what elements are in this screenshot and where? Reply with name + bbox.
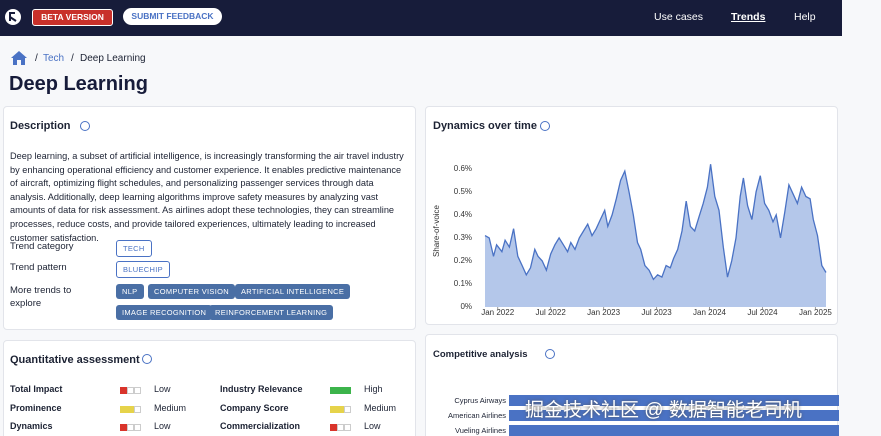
metric-rating: Medium: [364, 402, 397, 413]
x-tick-label: Jul 2022: [536, 308, 567, 317]
x-tick-label: Jan 2022: [481, 308, 514, 317]
watermark: 掘金技术社区 @ 数据智能老司机: [525, 400, 802, 421]
indicator: [337, 387, 344, 394]
breadcrumb-current: Deep Learning: [80, 53, 146, 64]
bar-label: Vueling Airlines: [454, 426, 506, 435]
metric-rating: Low: [364, 421, 381, 431]
separator: /: [71, 53, 74, 64]
nav-link[interactable]: Use cases: [654, 11, 704, 23]
y-tick-label: 0.6%: [454, 164, 472, 173]
tag[interactable]: COMPUTER VISION: [148, 284, 235, 299]
quantitative-card: Quantitative assessment Total Impact Low P…: [3, 340, 416, 436]
indicator: [120, 405, 127, 413]
metric-label: Total Impact: [10, 384, 63, 394]
x-tick-label: Jul 2023: [641, 308, 672, 317]
y-tick-label: 0.3%: [454, 233, 472, 242]
metric-label: Dynamics: [10, 421, 53, 431]
bar-label: Cyprus Airways: [454, 396, 506, 405]
field-label: Trend pattern: [10, 262, 67, 273]
y-tick-label: 0.2%: [454, 256, 472, 265]
indicator: [337, 424, 344, 431]
info-icon[interactable]: [142, 354, 152, 364]
indicator: [344, 424, 351, 431]
indicator: [337, 405, 344, 413]
separator: /: [35, 53, 38, 64]
metric-rating: Low: [154, 384, 171, 394]
y-axis-label: Share-of-voice: [432, 204, 441, 257]
metric-rating: Medium: [154, 402, 187, 413]
indicator: [127, 405, 134, 413]
metric-label: Commercialization: [220, 421, 301, 431]
logo[interactable]: [4, 8, 22, 26]
card-title: Description: [10, 120, 71, 132]
competitive-card: Competitive analysis Cyprus Airways Amer…: [425, 334, 839, 436]
nav-link[interactable]: Trends: [731, 11, 766, 23]
bar: [509, 410, 839, 421]
field-label: More trends to explore: [10, 285, 72, 309]
tag[interactable]: NLP: [116, 284, 144, 299]
indicator: [330, 405, 337, 413]
info-icon[interactable]: [545, 349, 555, 359]
indicator: [330, 424, 337, 431]
card-title: Quantitative assessment: [10, 354, 140, 366]
beta-badge[interactable]: BETA VERSION: [32, 9, 113, 26]
metric-label: Company Score: [220, 402, 289, 413]
area: [485, 164, 826, 307]
tag[interactable]: ARTIFICIAL INTELLIGENCE: [235, 284, 351, 299]
indicator: [120, 387, 127, 394]
card-title: Competitive analysis: [433, 349, 528, 360]
tag[interactable]: IMAGE RECOGNITION: [116, 305, 213, 320]
indicator: [120, 424, 127, 431]
bar: [509, 395, 839, 406]
metric-rating: Low: [154, 421, 171, 431]
description-card: Description Deep learning, a subset of a…: [3, 106, 416, 330]
description-text: Deep learning, a subset of artificial in…: [10, 151, 404, 243]
bar-label: American Airlines: [448, 411, 506, 420]
info-icon[interactable]: [540, 121, 550, 131]
y-tick-label: 0.4%: [454, 210, 472, 219]
indicator: [134, 424, 141, 431]
x-tick-label: Jul 2024: [747, 308, 778, 317]
indicator: [134, 405, 141, 413]
nav-link[interactable]: Help: [794, 11, 816, 23]
info-icon[interactable]: [80, 121, 90, 131]
home-icon[interactable]: [10, 50, 28, 66]
tag[interactable]: REINFORCEMENT LEARNING: [209, 305, 334, 320]
indicator: [330, 387, 337, 394]
line: [484, 164, 827, 281]
page-title: Deep Learning: [9, 73, 148, 95]
field-label: Trend category: [10, 241, 74, 252]
x-tick-label: Jan 2024: [693, 308, 726, 317]
indicator: [134, 387, 141, 394]
navbar: BETA VERSION SUBMIT FEEDBACK Use cases T…: [0, 0, 842, 36]
y-tick-label: 0.1%: [454, 279, 472, 288]
breadcrumb-link[interactable]: Tech: [43, 53, 65, 64]
indicator: [127, 424, 134, 431]
y-tick-label: 0%: [460, 302, 472, 311]
y-tick-label: 0.5%: [454, 187, 472, 196]
metric-label: Prominence: [10, 402, 62, 413]
x-tick-label: Jan 2025: [799, 308, 832, 317]
bar: [509, 425, 839, 436]
indicator: [127, 387, 134, 394]
indicator: [344, 387, 351, 394]
metric-rating: High: [364, 384, 383, 394]
tag[interactable]: TECH: [116, 240, 152, 257]
indicator: [344, 405, 351, 413]
feedback-button[interactable]: SUBMIT FEEDBACK: [123, 8, 222, 25]
tag[interactable]: BLUECHIP: [116, 261, 170, 278]
card-title: Dynamics over time: [433, 120, 537, 132]
x-tick-label: Jan 2023: [587, 308, 620, 317]
metric-label: Industry Relevance: [220, 384, 303, 394]
